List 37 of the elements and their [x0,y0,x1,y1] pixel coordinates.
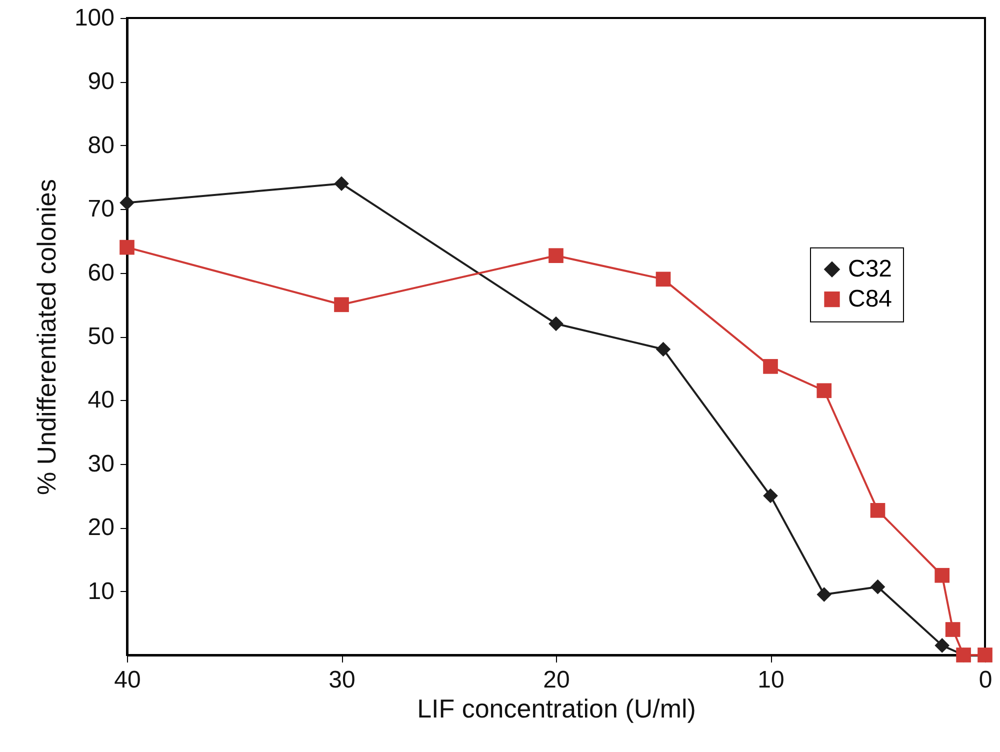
y-tick-label: 90 [88,68,114,96]
point [934,568,950,583]
point [334,176,349,192]
x-axis-title: LIF concentration (U/ml) [417,694,696,724]
point [656,342,671,357]
x-tick-label: 10 [758,666,784,694]
point [548,248,564,264]
y-tick-label: 80 [88,132,114,159]
x-tick-label: 40 [114,666,141,694]
y-tick-label: 70 [88,196,114,223]
point [816,383,832,398]
point [334,297,349,312]
point [763,488,778,504]
point [120,195,134,210]
y-tick-label: 20 [88,514,114,542]
x-tick-label: 20 [543,666,570,694]
point [120,240,134,255]
point [978,648,992,662]
y-tick-label: 40 [88,386,114,414]
point [656,272,671,287]
y-tick-label: 60 [88,259,114,286]
point [945,622,960,637]
legend-label: C84 [848,285,892,312]
y-tick-label: 100 [74,4,114,32]
point [870,579,886,594]
point [934,638,950,653]
y-tick-label: 30 [88,450,114,478]
x-tick-label: 30 [328,666,356,694]
legend-label: C32 [848,255,892,282]
point [548,316,564,332]
point [763,359,778,374]
point [870,502,886,518]
point [816,587,832,602]
x-tick-label: 0 [978,666,992,694]
y-tick-label: 50 [88,323,114,350]
y-tick-label: 10 [88,578,114,605]
y-axis-title: % Undifferentiated colonies [31,178,62,496]
